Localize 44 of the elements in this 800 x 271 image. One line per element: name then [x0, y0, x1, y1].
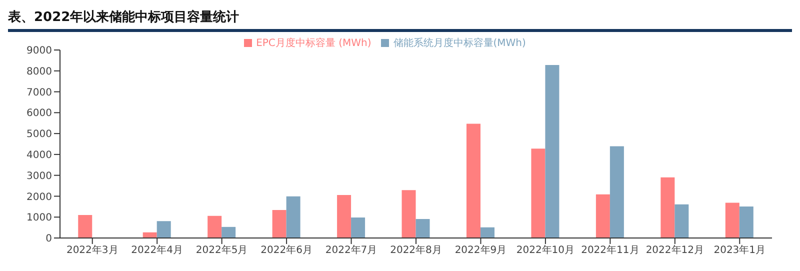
x-tick-label: 2022年6月	[260, 244, 312, 256]
x-tick-label: 2022年11月	[581, 244, 640, 256]
x-tick-label: 2022年8月	[390, 244, 442, 256]
bar	[545, 65, 560, 238]
x-tick-label: 2023年1月	[714, 244, 766, 256]
bar	[156, 221, 171, 238]
bar	[596, 194, 610, 238]
bar	[739, 206, 754, 238]
bar	[725, 202, 740, 238]
y-tick-label: 1000	[26, 212, 52, 224]
chart-title: 表、2022年以来储能中标项目容量统计	[8, 8, 792, 32]
y-tick-label: 5000	[26, 129, 52, 140]
bar	[208, 216, 222, 238]
bar	[466, 124, 480, 238]
x-tick-label: 2022年3月	[66, 244, 118, 256]
x-tick-label: 2022年12月	[646, 244, 704, 256]
bar	[337, 194, 352, 238]
x-tick-label: 2022年9月	[454, 244, 507, 256]
x-tick-label: 2022年7月	[325, 244, 378, 256]
y-tick-label: 6000	[26, 108, 52, 120]
bar	[402, 190, 416, 238]
y-tick-label: 3000	[26, 170, 52, 182]
x-tick-label: 2022年4月	[131, 244, 183, 256]
x-tick-label: 2022年5月	[196, 244, 248, 256]
bar	[351, 218, 366, 238]
y-tick-label: 7000	[26, 87, 52, 98]
bar	[531, 148, 546, 238]
legend-label: 储能系统月度中标容量(MWh)	[393, 38, 526, 49]
bar	[480, 227, 494, 238]
bar	[78, 215, 92, 238]
bar	[272, 210, 286, 238]
bar	[660, 177, 675, 238]
x-tick-label: 2022年10月	[516, 244, 575, 256]
bar	[416, 218, 430, 238]
y-tick-label: 2000	[26, 192, 52, 203]
y-tick-label: 8000	[26, 66, 52, 78]
bar	[674, 204, 689, 238]
bar	[222, 226, 236, 238]
y-tick-label: 9000	[26, 46, 52, 57]
y-tick-label: 4000	[26, 150, 52, 161]
legend-label: EPC月度中标容量 (MWh)	[256, 38, 372, 49]
bar	[286, 196, 300, 238]
y-tick-label: 0	[46, 234, 52, 245]
bar	[610, 146, 624, 238]
